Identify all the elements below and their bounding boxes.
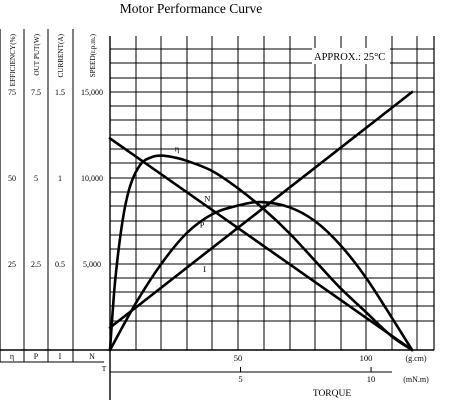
axis-tick-n: 15,000 [81,88,103,97]
x-unit-gcm: (g.cm) [405,354,426,363]
origin-label: T [102,364,107,373]
x-unit-mnm: (mN.m) [403,375,429,384]
axis-label-n: SPEED(r.p.m.) [89,33,97,77]
series-line-p [108,200,414,352]
axis-symbol-p: P [34,352,39,361]
torque-axis: 50 100 (g.cm) 5 10 (mN.m) [110,353,429,384]
axis-tick-p: 5 [34,174,38,183]
series-line-eta [108,154,414,352]
axis-label-p: OUT PUT(W) [33,33,41,75]
annotation-box [312,48,390,64]
axis-tick-eta: 75 [8,88,16,97]
x-tick-mnm: 10 [367,374,376,384]
axis-label-i: CURRENT(A) [57,33,65,77]
series-line-i [108,90,414,329]
chart-title: Motor Performance Curve [120,1,262,16]
series-label-p: P [200,220,205,230]
axis-tick-n: 5,000 [83,260,101,269]
axis-tick-p: 2.5 [31,260,41,269]
axis-tick-i: 0.5 [55,260,65,269]
axis-tick-eta: 50 [8,174,16,183]
series-label-i: I [203,264,206,274]
x-tick-gcm: 100 [360,353,373,363]
axis-tick-i: 1 [58,174,62,183]
x-axis-label: TORQUE [313,389,352,399]
axis-symbol-n: N [89,352,95,361]
chart-grid [110,36,434,350]
axis-tick-eta: 25 [8,260,16,269]
temperature-annotation: APPROX.: 25°C [314,52,385,63]
series-label-eta: η [175,143,179,153]
axis-symbol-i: I [59,352,62,361]
axis-symbol-eta: η [10,352,14,361]
axis-label-eta: EFFICIENCY(%) [9,33,17,86]
axis-tick-n: 10,000 [81,174,103,183]
series-label-n: N [204,194,210,204]
left-value-axes: EFFICIENCY(%) 75 50 25 η OUT PUT(W) 7.5 5 2.5 P CU… [8,29,107,373]
axis-tick-p: 7.5 [31,88,41,97]
series-line-n [108,137,414,352]
chart-frame [0,29,435,400]
curve-series: η P N I [108,90,414,352]
x-tick-mnm: 5 [238,374,242,384]
x-tick-gcm: 50 [234,353,243,363]
axis-tick-i: 1.5 [55,88,65,97]
